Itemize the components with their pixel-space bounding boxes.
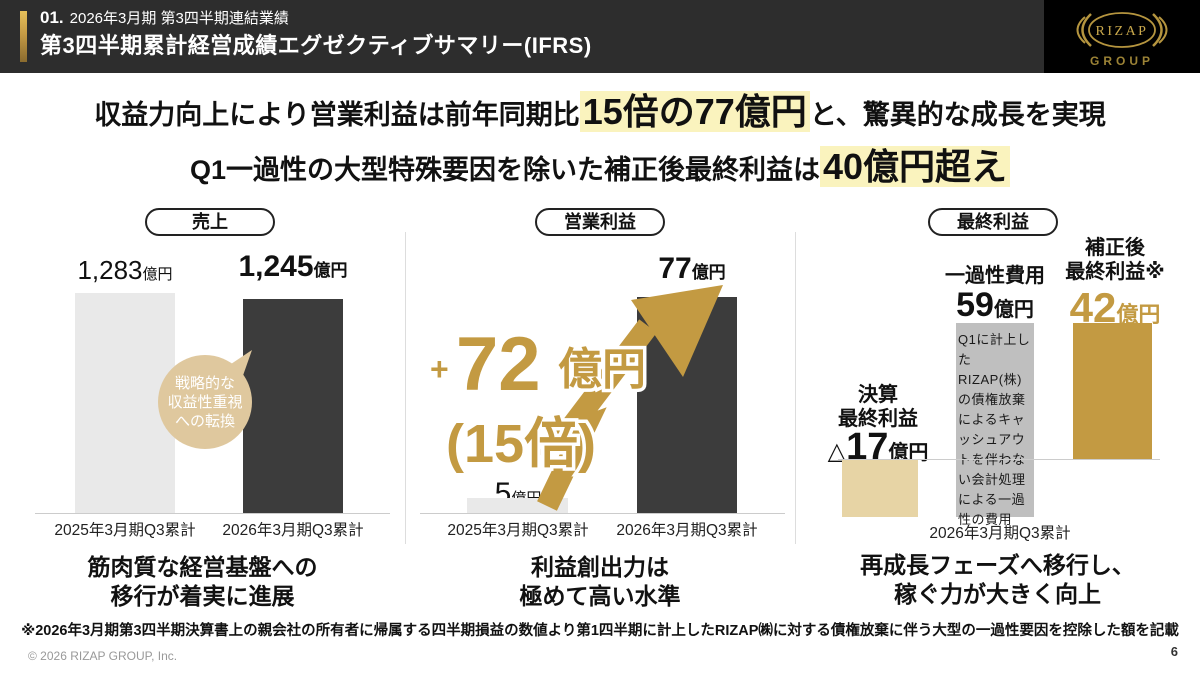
svg-text:GROUP: GROUP: [1090, 54, 1154, 68]
growth-arrowhead-icon: [631, 285, 723, 377]
net-profit-caption: 再成長フェーズへ移行し、 稼ぐ力が大きく向上: [860, 552, 1135, 607]
panel-divider-1: [405, 232, 406, 544]
growth-arrow-overlay: + 72 億円 (15倍): [430, 285, 723, 511]
one-time-cost-amount: 59億円: [956, 286, 1034, 324]
headline-2: Q1一過性の大型特殊要因を除いた補正後最終利益は40億円超え: [0, 141, 1200, 193]
waterfall-bar-reported: [842, 460, 918, 517]
headline-2-pre: Q1一過性の大型特殊要因を除いた補正後最終利益は: [189, 155, 820, 185]
sales-curr-value: 1,245億円: [238, 250, 348, 283]
waterfall-bar-adjusted: [1073, 323, 1152, 459]
sales-bar-curr: [243, 299, 343, 513]
header-subtitle-line: 01. 2026年3月期 第3四半期連結業績: [40, 8, 592, 29]
panel-operating-profit: 営業利益 77億円 5億円 + 72 億円 (15倍) 2025年3月期Q3累計…: [405, 200, 795, 620]
header-text: 01. 2026年3月期 第3四半期連結業績 第3四半期累計経営成績エグゼクティブ…: [40, 8, 592, 61]
sales-prev-value: 1,283億円: [77, 255, 173, 285]
delta-value: 72: [456, 322, 541, 407]
page-number: 6: [1170, 644, 1178, 659]
net-profit-zero-line: [838, 459, 1160, 460]
operating-profit-caption: 利益創出力は 極めて高い水準: [519, 554, 681, 609]
headline-1-post: と、驚異的な成長を実現: [809, 100, 1106, 130]
delta-plus: +: [430, 351, 449, 387]
footnote: ※2026年3月期第3四半期決算書上の親会社の所有者に帰属する四半期損益の数値よ…: [21, 623, 1179, 639]
section-subtitle: 2026年3月期 第3四半期連結業績: [69, 10, 289, 27]
header-accent-bar: [20, 11, 27, 62]
operating-profit-axis-line: [420, 513, 785, 514]
panel-sales: 売上 1,283億円 1,245億円 戦略的な 収益性重視 への転換 2025年…: [0, 200, 405, 620]
one-time-cost-title: 一過性費用: [945, 265, 1045, 287]
operating-profit-xlabel-prev: 2025年3月期Q3累計: [447, 522, 589, 539]
operating-profit-label-pill: 営業利益: [535, 208, 665, 236]
panel-divider-2: [795, 232, 796, 544]
net-profit-label-pill: 最終利益: [928, 208, 1058, 236]
delta-unit: 億円: [558, 345, 646, 394]
rizap-group-logo: RIZAP GROUP: [1044, 0, 1200, 73]
sales-label-pill: 売上: [145, 208, 275, 236]
section-number: 01.: [40, 8, 64, 27]
headline-1: 収益力向上により営業利益は前年同期比15倍の77億円 と、驚異的な成長を実現: [0, 86, 1200, 138]
one-time-cost-note: Q1に計上したRIZAP(株)の債権放棄によるキャッシュアウトを伴わない会計処理…: [958, 332, 1031, 527]
net-profit-xlabel: 2026年3月期Q3累計: [929, 525, 1071, 542]
growth-arrow-icon: [534, 319, 657, 511]
headline-2-highlight: 40億円超え: [819, 146, 1011, 187]
sales-caption: 筋肉質な経営基盤への 移行が着実に進展: [87, 554, 318, 609]
headline-1-highlight: 15倍の77億円: [579, 91, 810, 132]
page-title: 第3四半期累計経営成績エグゼクティブサマリー(IFRS): [40, 33, 592, 58]
delta-multiplier: (15倍): [446, 414, 596, 474]
adjusted-profit-title: 補正後 最終利益※: [1065, 237, 1165, 283]
reported-profit-title: 決算 最終利益: [838, 384, 918, 430]
copyright: © 2026 RIZAP GROUP, Inc.: [28, 649, 178, 663]
rizap-logo-icon: RIZAP GROUP: [1076, 11, 1168, 68]
sales-xlabel-prev: 2025年3月期Q3累計: [54, 522, 196, 539]
sales-annotation-bubble: 戦略的な 収益性重視 への転換: [158, 355, 252, 449]
svg-text:RIZAP: RIZAP: [1096, 24, 1149, 39]
headline-1-pre: 収益力向上により営業利益は前年同期比: [94, 100, 580, 130]
waterfall-bar-one-time: [956, 323, 1034, 517]
sales-xlabel-curr: 2026年3月期Q3累計: [222, 522, 364, 539]
operating-profit-xlabel-curr: 2026年3月期Q3累計: [616, 522, 758, 539]
sales-axis-line: [35, 513, 390, 514]
header: 01. 2026年3月期 第3四半期連結業績 第3四半期累計経営成績エグゼクティブ…: [0, 0, 1200, 73]
operating-profit-curr-value: 77億円: [658, 252, 726, 285]
panel-net-profit: 最終利益 補正後 最終利益※ 42億円 一過性費用 59億円 決算 最終利益 △…: [795, 200, 1200, 620]
